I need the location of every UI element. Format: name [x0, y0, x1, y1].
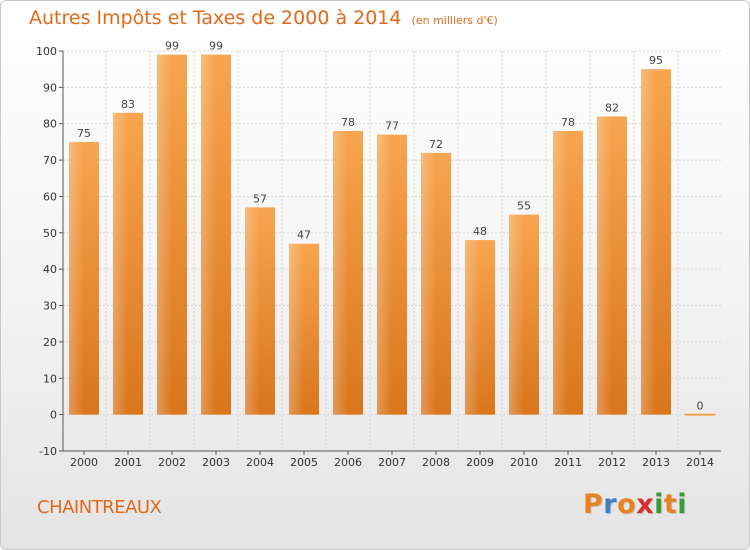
x-tick-label-2014: 2014 — [686, 456, 714, 469]
logo-letter: x — [636, 489, 655, 520]
logo-letter: i — [677, 489, 688, 520]
bar-highlight-2002 — [157, 54, 172, 415]
data-label-2010: 55 — [517, 200, 531, 213]
data-label-2003: 99 — [209, 40, 223, 53]
y-tick-label: 90 — [43, 81, 57, 94]
bar-highlight-2006 — [333, 131, 348, 415]
x-tick-label-2000: 2000 — [70, 456, 98, 469]
bar-highlight-2013 — [641, 69, 656, 415]
labels: 75 83 99 99 57 47 78 77 72 48 55 78 82 95 0 — [77, 40, 704, 413]
y-tick-label: 70 — [43, 154, 57, 167]
bar-highlight-2007 — [377, 134, 392, 415]
axes: -10 0 10 20 30 40 50 60 70 80 90 100 2000 2001 2002 200… — [36, 45, 721, 469]
y-tick-label: 20 — [43, 336, 57, 349]
logo-letter: o — [617, 489, 637, 520]
y-tick-label: 80 — [43, 118, 57, 131]
chart-title: Autres Impôts et Taxes de 2000 à 2014 (e… — [29, 7, 498, 29]
x-tick-label-2003: 2003 — [202, 456, 230, 469]
data-label-2001: 83 — [121, 98, 135, 111]
bar-highlight-2008 — [421, 152, 436, 415]
logo-letter: i — [654, 489, 664, 520]
bar-highlight-2003 — [201, 54, 216, 415]
y-tick-label: 10 — [43, 372, 57, 385]
x-tick-label-2010: 2010 — [510, 456, 538, 469]
bar-highlight-2011 — [553, 131, 568, 415]
x-tick-label-2004: 2004 — [246, 456, 274, 469]
y-tick-label: 0 — [50, 409, 57, 422]
x-tick-label-2001: 2001 — [114, 456, 142, 469]
y-tick-label: 60 — [43, 190, 57, 203]
bar-highlight-2001 — [113, 112, 128, 415]
y-tick-label: 50 — [43, 227, 57, 240]
x-tick-label-2011: 2011 — [554, 456, 582, 469]
data-label-2013: 95 — [649, 54, 663, 67]
bar-2014 — [685, 413, 715, 416]
logo-letter: r — [603, 489, 618, 520]
x-tick-label-2005: 2005 — [290, 456, 318, 469]
bar-highlight-2010 — [509, 214, 524, 415]
data-label-2012: 82 — [605, 101, 619, 114]
bar-highlight-2000 — [69, 141, 84, 415]
data-label-2004: 57 — [253, 192, 267, 205]
data-label-2008: 72 — [429, 138, 443, 151]
y-tick-label: 30 — [43, 300, 57, 313]
x-tick-label-2006: 2006 — [334, 456, 362, 469]
chart-title-text: Autres Impôts et Taxes de 2000 à 2014 — [29, 7, 402, 29]
x-tick-label-2012: 2012 — [598, 456, 626, 469]
bar-highlight-2012 — [597, 116, 612, 415]
y-tick-label: 40 — [43, 263, 57, 276]
bar-highlight-2005 — [289, 243, 304, 415]
x-tick-label-2009: 2009 — [466, 456, 494, 469]
x-tick-label-2007: 2007 — [378, 456, 406, 469]
data-label-2002: 99 — [165, 40, 179, 53]
data-label-2014: 0 — [697, 400, 704, 413]
x-tick-label-2013: 2013 — [642, 456, 670, 469]
data-label-2000: 75 — [77, 127, 91, 140]
logo-letter: t — [663, 489, 678, 520]
y-tick-label: 100 — [36, 45, 57, 58]
data-label-2006: 78 — [341, 116, 355, 129]
logo-letter: P — [583, 489, 604, 520]
data-label-2011: 78 — [561, 116, 575, 129]
x-tick-label-2008: 2008 — [422, 456, 450, 469]
data-label-2007: 77 — [385, 120, 399, 133]
chart-unit-label: (en milliers d'€) — [411, 14, 498, 27]
bars — [69, 54, 715, 416]
proxiti-logo: Proxiti — [583, 489, 687, 520]
bar-highlight-2004 — [245, 207, 260, 415]
bar-highlight-2009 — [465, 240, 480, 415]
y-tick-label: -10 — [39, 445, 57, 458]
data-label-2009: 48 — [473, 225, 487, 238]
x-tick-label-2002: 2002 — [158, 456, 186, 469]
data-label-2005: 47 — [297, 229, 311, 242]
commune-name: CHAINTREAUX — [37, 497, 162, 518]
